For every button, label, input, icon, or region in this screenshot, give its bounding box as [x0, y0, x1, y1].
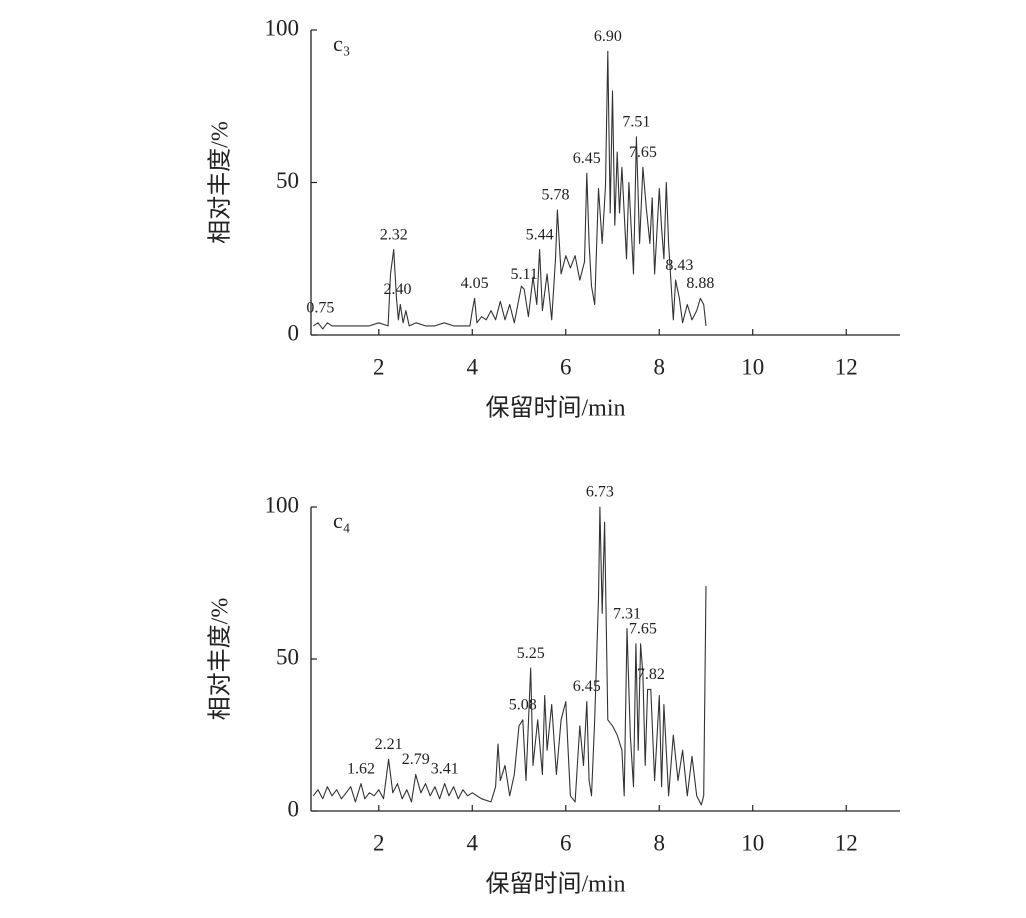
peak-label: 5.11	[510, 266, 537, 283]
x-tick-label: 4	[467, 354, 479, 379]
peak-label: 6.45	[573, 678, 601, 695]
peak-label: 4.05	[461, 275, 489, 292]
x-tick-label: 10	[741, 354, 764, 379]
x-tick-label: 4	[467, 830, 479, 855]
chromatogram-line	[312, 50, 707, 330]
x-tick-label: 10	[741, 830, 764, 855]
peak-label: 7.82	[637, 666, 665, 683]
x-tick-label: 12	[835, 354, 858, 379]
peak-label: 6.73	[586, 484, 614, 501]
y-axis-label: 相对丰度/%	[207, 598, 234, 721]
x-axis-label: 保留时间/min	[485, 395, 625, 422]
x-tick-label: 6	[560, 354, 572, 379]
x-tick-label: 8	[654, 354, 666, 379]
panel-label: c₄	[333, 508, 350, 533]
peak-label: 5.25	[517, 645, 545, 662]
peak-label: 5.44	[526, 226, 554, 243]
x-tick-label: 2	[373, 830, 385, 855]
peak-label: 7.65	[629, 144, 657, 161]
y-tick-label: 100	[265, 492, 300, 517]
chromatogram-line	[312, 506, 707, 806]
peak-label: 8.43	[665, 257, 693, 274]
x-axis-label: 保留时间/min	[485, 871, 625, 898]
y-tick-label: 0	[288, 796, 300, 821]
peak-label: 2.21	[375, 736, 403, 753]
x-tick-label: 6	[560, 830, 572, 855]
peak-label: 3.41	[431, 760, 459, 777]
y-axis-label: 相对丰度/%	[207, 121, 234, 244]
peak-label: 2.32	[380, 226, 408, 243]
peak-label: 5.08	[509, 696, 537, 713]
peak-label: 7.31	[613, 605, 641, 622]
peak-label: 8.88	[686, 275, 714, 292]
y-tick-label: 50	[276, 168, 299, 193]
peak-label: 6.45	[573, 150, 601, 167]
y-tick-label: 100	[265, 15, 300, 40]
y-tick-label: 50	[276, 644, 299, 669]
peak-label: 1.62	[347, 760, 375, 777]
peak-label: 2.40	[383, 281, 411, 298]
x-tick-label: 8	[654, 830, 666, 855]
panel-label: c₃	[333, 31, 350, 56]
x-tick-label: 12	[835, 830, 858, 855]
y-tick-label: 0	[288, 320, 300, 345]
peak-label: 0.75	[306, 299, 334, 316]
peak-label: 6.90	[594, 28, 622, 45]
peak-label: 2.79	[402, 751, 430, 768]
peak-label: 7.65	[629, 620, 657, 637]
peak-label: 7.51	[622, 113, 650, 130]
x-tick-label: 2	[373, 354, 385, 379]
peak-label: 5.78	[541, 187, 569, 204]
